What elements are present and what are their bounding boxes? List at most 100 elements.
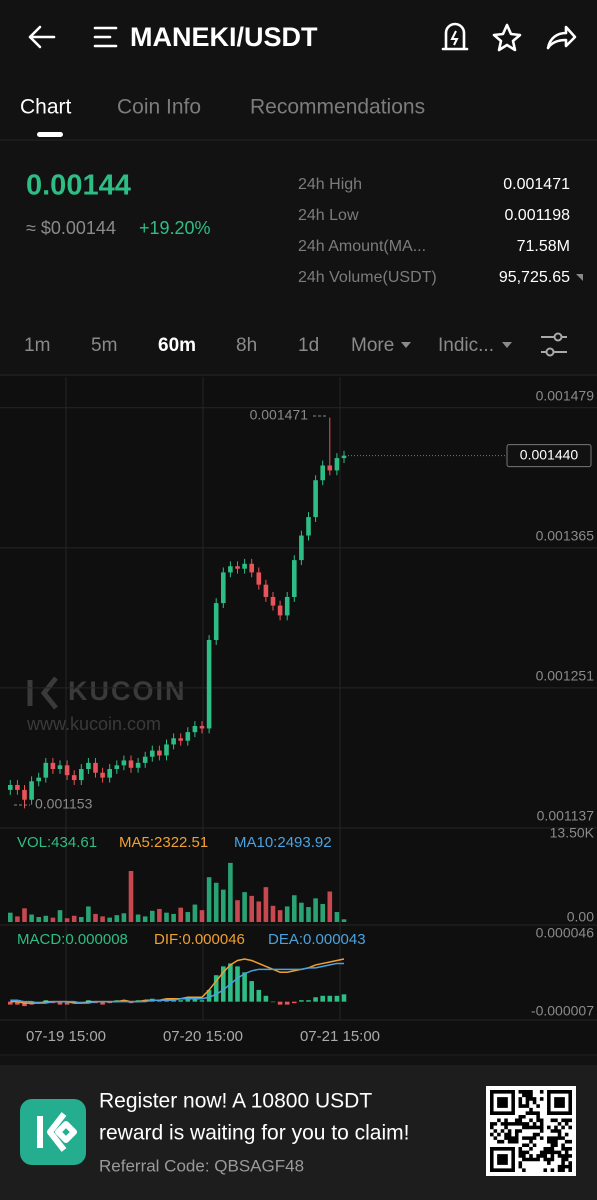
volume-bar bbox=[299, 902, 304, 922]
macd-bar bbox=[185, 998, 191, 1002]
macd-bar bbox=[242, 972, 247, 1002]
candle-body bbox=[64, 765, 70, 776]
macd-bar bbox=[299, 1000, 304, 1002]
macd-bar bbox=[284, 1001, 290, 1005]
watermark-brand: KUCOIN bbox=[68, 676, 187, 706]
macd-bar bbox=[228, 963, 233, 1002]
macd-bar bbox=[313, 997, 318, 1002]
candle-body bbox=[320, 465, 325, 481]
referral-code: Referral Code: QBSAGF48 bbox=[99, 1156, 304, 1175]
interval-option[interactable]: 60m bbox=[158, 335, 196, 356]
volume-bar bbox=[185, 912, 191, 922]
candle-body bbox=[313, 480, 318, 518]
low-label: 0.001153 bbox=[35, 796, 93, 812]
macd-bar bbox=[263, 995, 269, 1002]
volume-bar bbox=[235, 900, 240, 922]
volume-bar bbox=[57, 910, 63, 922]
volume-bar bbox=[135, 914, 141, 922]
candle-body bbox=[263, 584, 269, 597]
alert-button[interactable] bbox=[441, 22, 469, 51]
volume-bar bbox=[192, 904, 198, 922]
volume-bar bbox=[121, 913, 127, 922]
macd-bar bbox=[15, 1001, 20, 1005]
stat-value: 71.58M bbox=[517, 238, 570, 255]
volume-bar bbox=[277, 910, 283, 922]
app-logo-mark bbox=[37, 1112, 77, 1152]
share-button[interactable] bbox=[546, 25, 577, 50]
macd-line bbox=[10, 962, 344, 1004]
macd-bar bbox=[270, 1001, 276, 1003]
candle-body bbox=[43, 762, 49, 778]
last-price-box bbox=[506, 444, 592, 468]
stat-label: 24h Amount(MA... bbox=[298, 238, 426, 255]
stat-label: 24h High bbox=[298, 176, 362, 193]
y-tick-label: 0.001479 bbox=[536, 387, 595, 403]
candle-body bbox=[100, 772, 105, 778]
volume-bar bbox=[306, 907, 311, 922]
macd-bar bbox=[256, 989, 262, 1002]
candle-body bbox=[157, 750, 162, 756]
tab[interactable]: Recommendations bbox=[250, 96, 425, 119]
macd-bar bbox=[213, 975, 219, 1002]
candle-body bbox=[185, 732, 191, 741]
indicator-label: MACD:0.000008 bbox=[17, 931, 128, 948]
candle-body bbox=[50, 762, 56, 770]
y-tick-label: 0.001365 bbox=[536, 528, 595, 544]
stat-value: 0.001198 bbox=[504, 207, 570, 224]
candle-body bbox=[228, 566, 233, 573]
volume-bar bbox=[8, 912, 13, 922]
interval-option[interactable]: 1m bbox=[24, 335, 50, 356]
y-tick-label: 0.001251 bbox=[536, 668, 595, 684]
interval-option[interactable]: 5m bbox=[91, 335, 117, 356]
tab[interactable]: Coin Info bbox=[117, 96, 201, 119]
volume-bar bbox=[178, 907, 183, 922]
candle-body bbox=[29, 781, 34, 800]
interval-option[interactable]: More bbox=[351, 335, 394, 356]
macd-bar bbox=[100, 1001, 105, 1005]
macd-bar bbox=[64, 1001, 70, 1005]
macd-bar bbox=[320, 995, 325, 1002]
candle-body bbox=[306, 517, 311, 536]
macd-bar bbox=[178, 1000, 183, 1002]
candle-body bbox=[334, 458, 340, 471]
qr-pattern bbox=[490, 1090, 572, 1172]
macd-bar bbox=[199, 1000, 205, 1002]
candle-body bbox=[135, 762, 141, 768]
interval-option[interactable]: 8h bbox=[236, 335, 257, 356]
volume-bar bbox=[256, 901, 262, 922]
back-button[interactable] bbox=[28, 25, 56, 49]
volume-bar bbox=[22, 908, 27, 922]
macd-bar bbox=[221, 966, 226, 1002]
macd-bar bbox=[206, 989, 212, 1002]
y-tick-label: 13.50K bbox=[550, 825, 595, 841]
macd-bar bbox=[235, 966, 240, 1002]
y-tick-label: 0.001137 bbox=[537, 808, 595, 824]
tab[interactable]: Chart bbox=[20, 96, 72, 119]
candle-body bbox=[71, 775, 77, 781]
macd-bar bbox=[334, 995, 340, 1002]
volume-bar bbox=[171, 913, 176, 922]
candle-body bbox=[93, 762, 98, 773]
stat-value: 0.001471 bbox=[503, 176, 570, 193]
candle-body bbox=[107, 769, 112, 778]
candle-body bbox=[178, 738, 183, 741]
x-tick-label: 07-19 15:00 bbox=[26, 1028, 106, 1045]
candle-body bbox=[57, 765, 63, 770]
menu-button[interactable] bbox=[93, 26, 118, 48]
interval-option[interactable]: 1d bbox=[298, 335, 319, 356]
volume-bar bbox=[43, 915, 49, 922]
volume-bar bbox=[320, 903, 325, 922]
expand-icon[interactable] bbox=[576, 274, 583, 281]
candle-body bbox=[341, 455, 347, 459]
favorite-button[interactable] bbox=[492, 23, 522, 52]
pair-title[interactable]: MANEKI/USDT bbox=[130, 22, 318, 52]
usd-price: ≈ $0.00144 bbox=[26, 218, 116, 238]
volume-bar bbox=[157, 908, 162, 922]
volume-bar bbox=[93, 913, 98, 922]
interval-option[interactable]: Indic... bbox=[438, 335, 494, 356]
banner-text: Register now! A 10800 USDT bbox=[99, 1090, 372, 1113]
volume-bar bbox=[221, 889, 226, 922]
candle-body bbox=[164, 744, 169, 756]
settings-button[interactable] bbox=[541, 332, 567, 357]
macd-bar bbox=[292, 1001, 297, 1004]
